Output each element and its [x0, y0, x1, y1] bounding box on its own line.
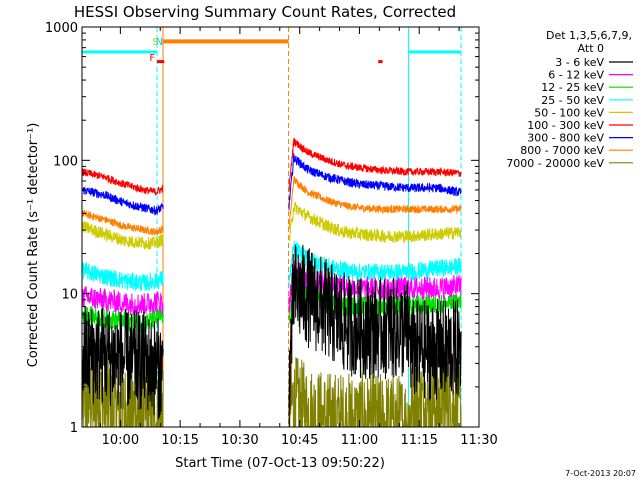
x-tick-label: 11:15: [400, 433, 437, 448]
legend-entry-label: 100 - 300 keV: [527, 119, 604, 132]
series-25-50-kev: [81, 240, 462, 292]
series-300-800-kev: [81, 153, 462, 216]
series-line-segment: [81, 168, 164, 196]
x-axis-label: Start Time (07-Oct-13 09:50:22): [175, 456, 385, 471]
series-line-segment: [81, 261, 164, 292]
y-axis-label: Corrected Count Rate (s⁻¹ detector⁻¹): [26, 123, 41, 368]
chart-title: HESSI Observing Summary Count Rates, Cor…: [74, 3, 456, 21]
legend-entry-label: 12 - 25 keV: [541, 81, 604, 94]
y-tick-label: 10: [61, 288, 78, 303]
series-line-segment: [81, 209, 164, 237]
series-line-segment: [81, 286, 164, 316]
series-line-segment: [288, 137, 462, 192]
legend-entry-label: 300 - 800 keV: [527, 132, 604, 145]
flag-s: S: [152, 37, 158, 48]
x-tick-label: 10:15: [161, 433, 198, 448]
legend-entry-label: 25 - 50 keV: [541, 94, 604, 107]
x-tick-label: 10:45: [281, 433, 318, 448]
saa-segment-0: [163, 39, 289, 44]
flare-segment-4: [378, 60, 383, 64]
flare-segment-3: [157, 60, 165, 64]
series-line-segment: [288, 244, 462, 427]
x-tick-label: 11:00: [341, 433, 378, 448]
series-line-segment: [81, 186, 164, 216]
flag-n: N: [156, 37, 163, 48]
legend-entry-label: 6 - 12 keV: [548, 69, 604, 82]
flag-f: F: [149, 53, 155, 64]
plot-frame: [81, 26, 480, 428]
series-line-segment: [81, 220, 164, 251]
timestamp: 7-Oct-2013 20:07: [565, 469, 636, 478]
night-segment-1: [82, 50, 158, 54]
y-tick-label: 1: [70, 421, 78, 436]
x-tick-label: 10:00: [102, 433, 139, 448]
series-line-segment: [81, 306, 164, 420]
legend-entry-label: 800 - 7000 keV: [520, 144, 604, 157]
y-tick-label: 100: [53, 154, 78, 169]
series-line-segment: [288, 240, 462, 289]
series-line-segment: [288, 153, 462, 211]
legend-header-attenuator: Att 0: [578, 42, 604, 55]
x-tick-label: 10:30: [221, 433, 258, 448]
series-line-segment: [288, 175, 462, 229]
series-line-segment: [81, 305, 164, 334]
legend-entry-label: 7000 - 20000 keV: [506, 157, 604, 170]
y-tick-label: 1000: [45, 21, 78, 36]
series-800-7000-kev: [81, 175, 462, 237]
axes: 10:00 10:15 10:30 10:45 11:00 11:15 11:30 1 10 10…: [45, 21, 498, 448]
legend-header-detectors: Det 1,3,5,6,7,9,: [546, 29, 632, 42]
series-50-100-kev: [81, 201, 462, 251]
legend-entry-label: 50 - 100 keV: [534, 106, 604, 119]
night-segment-2: [408, 50, 462, 54]
series-100-300-kev: [81, 137, 462, 196]
plot-area: SNF: [81, 27, 462, 429]
legend-entry-label: 3 - 6 keV: [555, 56, 604, 69]
series-3-6-kev: [81, 244, 462, 427]
x-tick-label: 11:30: [460, 433, 497, 448]
series-line-segment: [288, 201, 462, 244]
